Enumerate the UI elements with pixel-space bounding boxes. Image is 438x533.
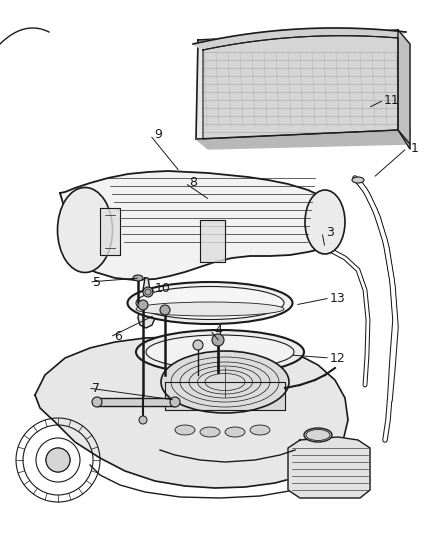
Circle shape <box>170 397 180 407</box>
Polygon shape <box>398 30 410 149</box>
Circle shape <box>92 397 102 407</box>
Ellipse shape <box>305 190 345 254</box>
Ellipse shape <box>57 188 113 272</box>
Polygon shape <box>196 30 410 139</box>
Ellipse shape <box>225 427 245 437</box>
Ellipse shape <box>161 351 289 413</box>
Ellipse shape <box>127 282 293 324</box>
Ellipse shape <box>200 427 220 437</box>
Polygon shape <box>196 130 410 149</box>
Polygon shape <box>288 437 370 498</box>
Polygon shape <box>97 398 175 406</box>
Polygon shape <box>203 36 398 139</box>
Text: 12: 12 <box>330 351 346 365</box>
Ellipse shape <box>146 335 294 369</box>
Circle shape <box>46 448 70 472</box>
Circle shape <box>138 300 148 310</box>
Ellipse shape <box>136 302 284 316</box>
Ellipse shape <box>352 177 364 183</box>
Polygon shape <box>35 337 348 488</box>
Text: 1: 1 <box>411 141 419 155</box>
Text: 4: 4 <box>214 324 222 336</box>
Text: 11: 11 <box>384 93 400 107</box>
Circle shape <box>193 340 203 350</box>
Polygon shape <box>138 278 155 328</box>
Polygon shape <box>100 208 120 255</box>
Circle shape <box>160 305 170 315</box>
Polygon shape <box>165 382 285 410</box>
Text: 7: 7 <box>92 382 100 394</box>
Text: 5: 5 <box>93 276 101 288</box>
Ellipse shape <box>175 425 195 435</box>
Polygon shape <box>193 28 406 50</box>
Text: 10: 10 <box>155 281 171 295</box>
Text: 9: 9 <box>154 128 162 141</box>
Circle shape <box>143 287 153 297</box>
Text: 3: 3 <box>326 225 334 238</box>
Ellipse shape <box>133 275 143 281</box>
Text: 8: 8 <box>189 176 197 190</box>
Ellipse shape <box>304 428 332 442</box>
Circle shape <box>139 416 147 424</box>
Text: 13: 13 <box>330 292 346 304</box>
Circle shape <box>212 334 224 346</box>
Ellipse shape <box>136 330 304 374</box>
Polygon shape <box>60 171 342 280</box>
Polygon shape <box>200 220 225 262</box>
Ellipse shape <box>250 425 270 435</box>
Text: 6: 6 <box>114 330 122 343</box>
Ellipse shape <box>136 287 284 319</box>
